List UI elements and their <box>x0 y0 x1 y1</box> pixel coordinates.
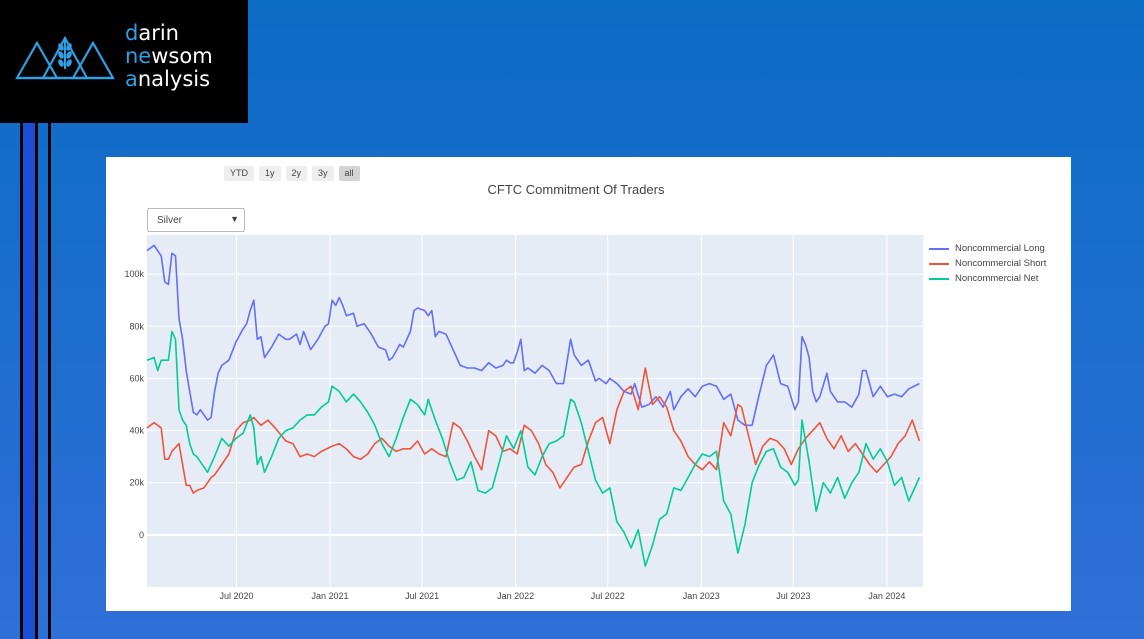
y-tick-label: 0 <box>139 530 144 540</box>
x-tick-label: Jul 2020 <box>219 591 253 601</box>
brand-logo: darin newsom analysis <box>0 0 248 123</box>
x-tick-label: Jan 2022 <box>497 591 534 601</box>
legend-swatch <box>929 247 949 250</box>
y-tick-label: 80k <box>129 321 144 331</box>
range-button-ytd[interactable]: YTD <box>224 166 254 181</box>
range-button-3y[interactable]: 3y <box>312 166 334 181</box>
legend-swatch <box>929 277 949 280</box>
x-tick-label: Jul 2023 <box>776 591 810 601</box>
legend-label: Noncommercial Short <box>955 258 1047 269</box>
chart-card: 0 20k 40k 60k 80k 100k Jul 2020 Jan 2021 Jul 202… <box>106 157 1071 611</box>
x-tick-label: Jul 2021 <box>405 591 439 601</box>
x-tick-label: Jan 2021 <box>312 591 349 601</box>
chart-title: CFTC Commitment Of Traders <box>487 182 665 197</box>
range-button-2y[interactable]: 2y <box>285 166 308 181</box>
legend-item-short[interactable]: Noncommercial Short <box>929 256 1046 271</box>
y-tick-label: 40k <box>129 426 144 436</box>
legend-item-net[interactable]: Noncommercial Net <box>929 271 1046 286</box>
series-line-long <box>146 244 920 427</box>
series-line-net <box>146 330 921 567</box>
legend-swatch <box>929 262 949 265</box>
y-tick-label: 100k <box>124 269 144 279</box>
range-selector: YTD 1y 2y 3y all <box>224 166 360 181</box>
wheat-mountain-icon <box>15 35 115 80</box>
plot-area[interactable]: 0 20k 40k 60k 80k 100k Jul 2020 Jan 2021 Jul 202… <box>106 157 1071 611</box>
commodity-dropdown[interactable]: Silver ▼ <box>147 208 245 232</box>
decorative-stripe <box>35 123 38 639</box>
y-tick-label: 20k <box>129 478 144 488</box>
y-tick-label: 60k <box>129 373 144 383</box>
legend-item-long[interactable]: Noncommercial Long <box>929 241 1046 256</box>
decorative-stripe <box>20 123 23 639</box>
caret-down-icon: ▼ <box>230 214 239 224</box>
decorative-stripe <box>48 123 51 639</box>
chart-legend: Noncommercial Long Noncommercial Short N… <box>929 241 1046 286</box>
series-line-short <box>146 367 921 494</box>
range-button-all[interactable]: all <box>338 166 360 181</box>
legend-label: Noncommercial Net <box>955 273 1039 284</box>
brand-wordmark: darin newsom analysis <box>125 21 213 91</box>
decorative-stripe <box>23 123 35 639</box>
x-tick-label: Jan 2024 <box>868 591 905 601</box>
dropdown-selected-value: Silver <box>157 215 183 226</box>
x-tick-label: Jan 2023 <box>683 591 720 601</box>
x-tick-label: Jul 2022 <box>591 591 625 601</box>
legend-label: Noncommercial Long <box>955 243 1045 254</box>
range-button-1y[interactable]: 1y <box>259 166 281 181</box>
